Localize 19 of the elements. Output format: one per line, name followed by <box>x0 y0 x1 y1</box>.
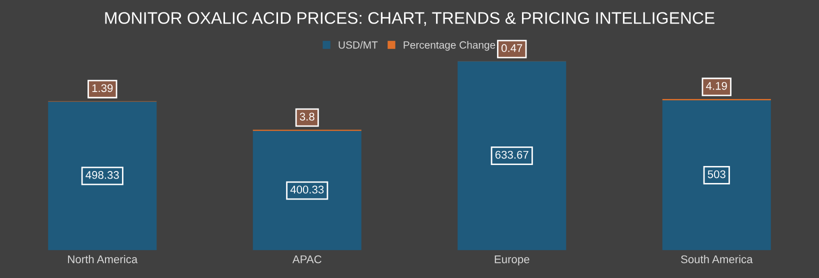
chart-title: MONITOR OXALIC ACID PRICES: CHART, TRENDS & PRICING INTELLIGENCE <box>105 12 714 26</box>
data-label: 1.39 <box>92 84 113 92</box>
x-tick-label: South America <box>681 255 753 264</box>
data-label: 633.67 <box>495 150 528 159</box>
bar <box>662 100 771 250</box>
x-tick-label: North America <box>68 255 138 264</box>
data-label: 400.33 <box>290 186 324 194</box>
bar <box>48 102 157 250</box>
x-tick-label: Europe <box>494 255 530 266</box>
legend-label: USD/MT <box>338 41 378 49</box>
x-tick-label: APAC <box>292 255 322 264</box>
data-label: 503 <box>708 170 726 178</box>
bar <box>252 130 362 250</box>
legend-label: Percentage Change <box>404 41 496 51</box>
data-label: 4.19 <box>706 82 727 90</box>
bar <box>458 61 566 250</box>
data-label: 0.47 <box>501 44 522 52</box>
data-label: 498.33 <box>86 171 119 179</box>
data-label: 3.8 <box>300 112 314 121</box>
